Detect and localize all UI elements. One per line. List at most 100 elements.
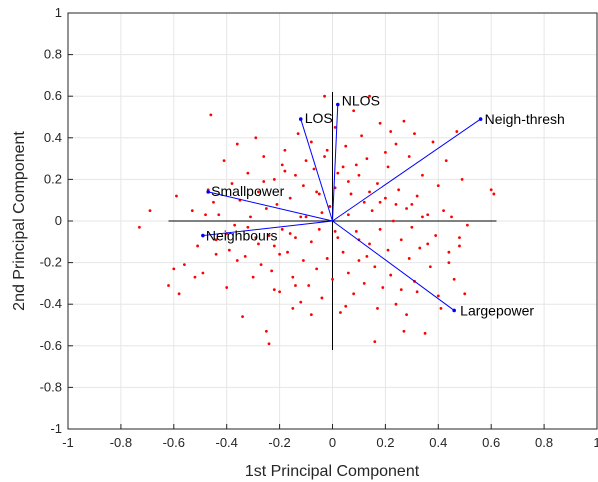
data-point <box>352 292 356 296</box>
x-tick-label: -0.4 <box>215 435 237 450</box>
data-point <box>458 244 461 248</box>
data-point <box>333 126 337 129</box>
data-point <box>296 132 300 136</box>
data-point <box>394 202 398 206</box>
data-point <box>278 290 281 294</box>
data-point <box>378 200 382 204</box>
data-point <box>280 227 284 231</box>
data-point <box>262 155 266 158</box>
y-tick-label: -0.4 <box>40 296 62 311</box>
data-point <box>447 250 451 254</box>
data-point <box>421 215 424 219</box>
data-point <box>436 184 440 188</box>
data-point <box>354 230 358 233</box>
data-point <box>307 284 311 287</box>
data-point <box>333 230 337 233</box>
data-point <box>264 329 268 333</box>
data-point <box>270 269 274 273</box>
data-point <box>386 165 390 169</box>
data-point <box>376 306 379 310</box>
data-point <box>339 311 342 314</box>
data-point <box>246 225 250 229</box>
data-point <box>209 113 213 117</box>
data-point <box>325 148 329 152</box>
data-point <box>344 144 348 148</box>
data-point <box>378 121 382 125</box>
data-point <box>418 246 422 250</box>
data-point <box>415 290 419 294</box>
data-point <box>299 215 303 219</box>
data-point <box>381 286 385 289</box>
data-point <box>434 234 438 237</box>
data-point <box>368 190 371 194</box>
data-point <box>320 211 324 215</box>
data-point <box>315 267 319 271</box>
data-point <box>267 234 271 237</box>
x-tick-label: -1 <box>62 435 74 450</box>
data-point <box>262 180 266 183</box>
data-point <box>341 250 345 254</box>
data-point <box>272 288 276 292</box>
data-point <box>246 171 250 175</box>
data-point <box>190 209 194 213</box>
data-point <box>394 142 398 146</box>
data-point <box>492 192 496 196</box>
vector-smallpower-line <box>208 191 333 222</box>
data-point <box>399 238 403 242</box>
data-point <box>444 159 448 163</box>
data-point <box>365 157 369 161</box>
x-tick-label: -0.6 <box>163 435 185 450</box>
data-point <box>357 259 361 262</box>
vector-neigh-thresh-line <box>332 118 481 222</box>
vector-label-largepower: Largepower <box>460 302 534 318</box>
data-point <box>386 248 390 252</box>
data-point <box>431 140 435 144</box>
y-tick-label: -1 <box>50 421 62 436</box>
data-point <box>341 165 345 169</box>
data-point <box>302 259 305 262</box>
data-point <box>346 213 350 217</box>
data-point <box>426 242 430 246</box>
vector-label-neighbours: Neighbours <box>206 228 278 244</box>
data-point <box>323 94 326 98</box>
y-tick-label: -0.2 <box>40 255 62 270</box>
data-point <box>267 342 271 346</box>
data-point <box>410 202 414 206</box>
data-point <box>257 242 260 246</box>
data-point <box>336 236 340 240</box>
data-point <box>325 257 329 260</box>
data-point <box>309 313 313 316</box>
data-point <box>331 277 334 281</box>
data-point <box>299 300 303 304</box>
y-axis-label: 2nd Principal Component <box>11 131 28 311</box>
data-point <box>415 194 419 198</box>
data-point <box>423 331 427 335</box>
data-point <box>317 192 321 196</box>
vector-label-smallpower: Smallpower <box>211 183 284 199</box>
data-point <box>222 159 226 163</box>
data-point <box>463 292 467 296</box>
data-point <box>317 227 321 231</box>
data-point <box>323 155 326 158</box>
vector-label-nlos: NLOS <box>342 93 380 109</box>
data-point <box>346 271 350 275</box>
data-point <box>212 200 215 204</box>
data-point <box>257 190 260 194</box>
data-point <box>275 202 279 206</box>
data-point <box>489 188 493 192</box>
vector-nlos-tip <box>335 102 340 107</box>
data-point <box>175 194 178 198</box>
data-point <box>204 213 207 217</box>
data-point <box>328 205 332 208</box>
data-point <box>368 242 371 246</box>
data-point <box>346 180 350 183</box>
y-tick-labels: -1 -0.8 -0.6 -0.4 -0.2 0 0.2 0.4 0.6 0.8 1 <box>40 5 62 436</box>
data-point <box>384 196 387 200</box>
data-point <box>272 244 276 248</box>
plot-border <box>67 12 598 430</box>
data-point <box>405 313 408 316</box>
vector-neigh-thresh-tip <box>478 117 483 121</box>
data-point <box>177 292 181 296</box>
vector-label-neigh-thresh: Neigh-thresh <box>485 111 565 127</box>
data-point <box>407 257 411 260</box>
